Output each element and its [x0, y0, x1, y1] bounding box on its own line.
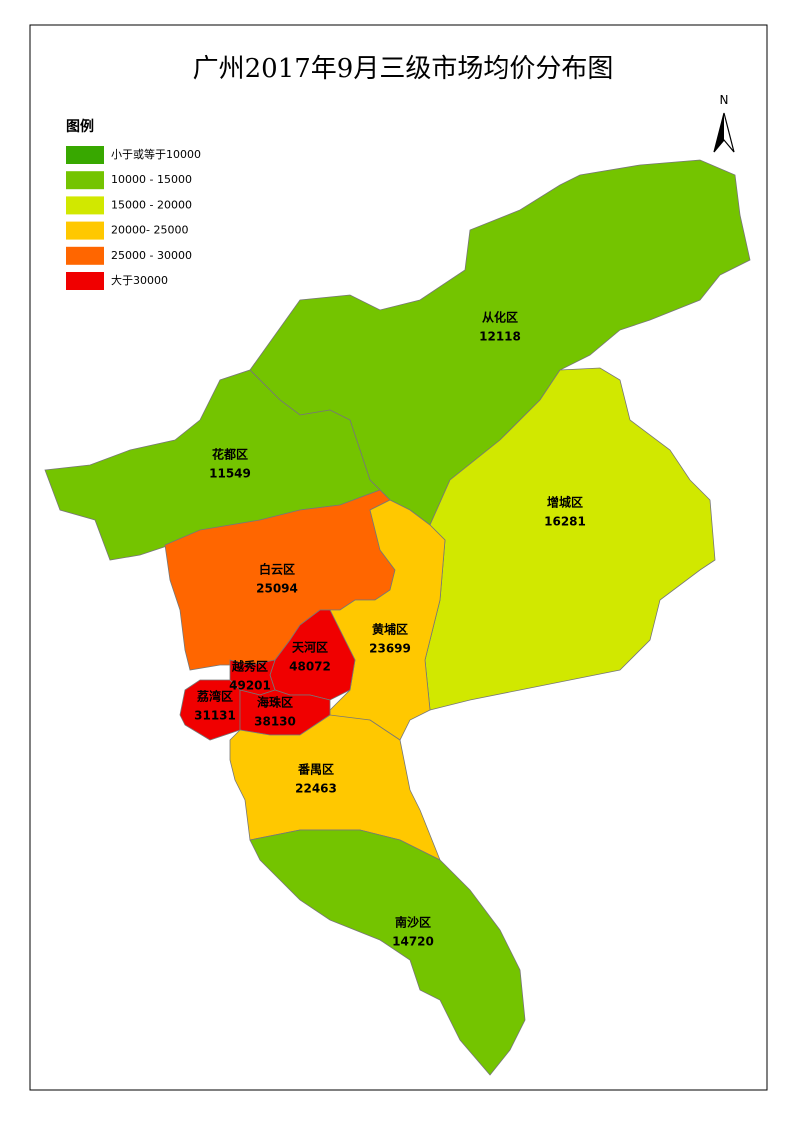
district-name: 天河区 [292, 640, 328, 655]
district [44, 369, 381, 561]
district-name: 南沙区 [395, 915, 431, 930]
legend-swatch [66, 246, 104, 265]
district-price: 22463 [295, 782, 337, 796]
district-name: 从化区 [482, 310, 518, 325]
legend-label: 15000 - 20000 [111, 198, 192, 211]
regions [44, 159, 751, 1076]
district-name: 黄埔区 [372, 622, 408, 637]
district-price: 38130 [254, 715, 296, 729]
district-name: 荔湾区 [196, 689, 233, 704]
north-arrow-half [714, 113, 724, 152]
legend-label: 25000 - 30000 [111, 249, 192, 262]
district-price: 31131 [194, 709, 236, 723]
district-price: 25094 [256, 582, 298, 596]
district-name: 花都区 [212, 447, 248, 462]
north-label: N [720, 93, 729, 107]
district-name: 白云区 [259, 562, 295, 577]
district-name: 海珠区 [257, 695, 293, 710]
district-price: 14720 [392, 935, 434, 949]
district-name: 越秀区 [231, 659, 268, 674]
district-price: 23699 [369, 642, 411, 656]
legend-label: 小于或等于10000 [111, 147, 201, 161]
map-title: 广州2017年9月三级市场均价分布图 [193, 54, 614, 84]
district-price: 49201 [229, 679, 271, 693]
district-name: 增城区 [547, 495, 583, 510]
legend: 小于或等于10000 10000 - 15000 15000 - 20000 2000… [66, 146, 201, 290]
legend-label: 20000- 25000 [111, 224, 188, 237]
frame [29, 24, 768, 1091]
district [229, 714, 441, 861]
legend-label: 10000 - 15000 [111, 173, 192, 186]
district [249, 829, 526, 1076]
district-name: 番禺区 [297, 762, 334, 777]
district-price: 11549 [209, 467, 251, 481]
district-price: 48072 [289, 660, 331, 674]
legend-swatch [66, 221, 104, 240]
district-price: 16281 [544, 515, 586, 529]
legend-label: 大于30000 [111, 273, 168, 287]
district-price: 12118 [479, 330, 521, 344]
legend-swatch [66, 171, 104, 190]
legend-title: 图例 [66, 118, 94, 135]
legend-swatch [66, 272, 104, 290]
labels: 从化区 12118 增城区 16281 花都区 11549 白云区 25094 黄埔区 23699… [194, 310, 586, 949]
legend-swatch [66, 146, 104, 164]
legend-swatch [66, 196, 104, 215]
